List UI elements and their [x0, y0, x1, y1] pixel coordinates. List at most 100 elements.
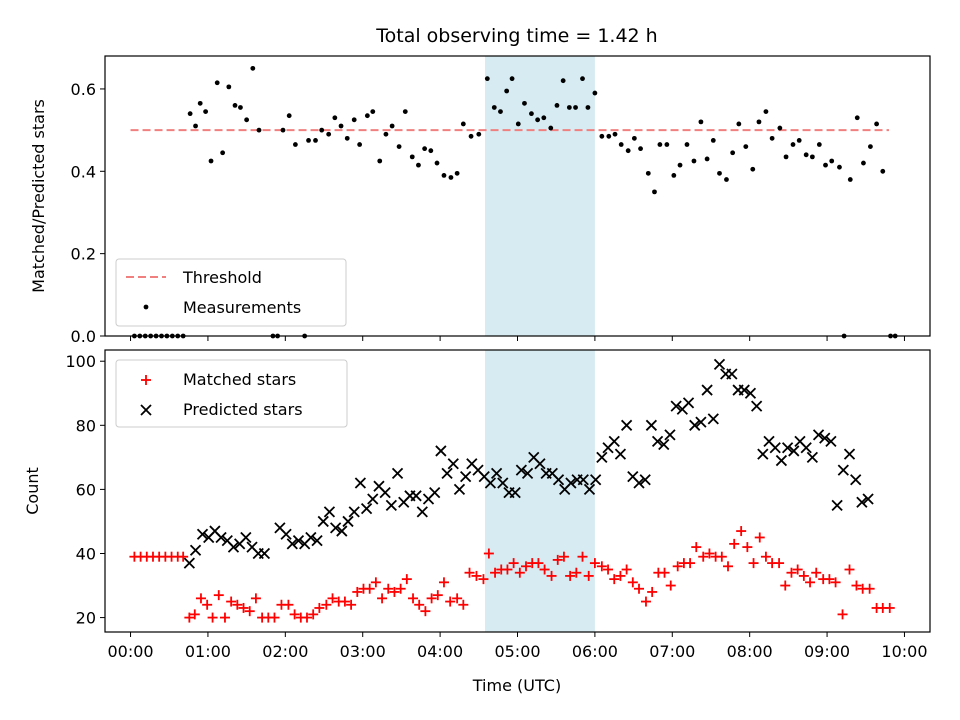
predicted-point	[379, 486, 391, 499]
top-panel: 0.0 0.2 0.4 0.6 Matched/Predicted stars Thr…	[29, 55, 931, 346]
matched-point	[723, 561, 734, 572]
matched-point	[533, 558, 544, 569]
measurement-point	[509, 76, 515, 82]
measurement-point	[868, 144, 873, 149]
predicted-point	[416, 506, 428, 518]
matched-point	[798, 570, 809, 581]
predicted-point	[215, 531, 227, 544]
top-y-tick-label: 0.4	[71, 162, 96, 181]
predicted-point	[590, 474, 602, 486]
measurement-point	[208, 158, 214, 164]
measurement-point	[638, 146, 643, 152]
measurement-point	[326, 131, 332, 137]
measurement-point	[389, 123, 395, 129]
measurement-point	[454, 170, 460, 176]
predicted-point	[435, 445, 447, 457]
predicted-point	[391, 467, 404, 480]
measurement-point	[704, 156, 710, 162]
matched-point	[314, 602, 325, 613]
matched-point	[370, 577, 381, 588]
measurement-point	[541, 115, 547, 121]
measurement-point	[441, 173, 447, 178]
measurement-point	[790, 142, 796, 147]
measurement-point	[491, 105, 497, 110]
measurement-point	[736, 121, 742, 127]
matched-point	[621, 564, 632, 575]
x-tick-label: 10:00	[881, 642, 927, 661]
matched-point	[464, 567, 475, 578]
matched-point	[589, 558, 600, 569]
measurement-point	[763, 109, 769, 114]
legend-matched-label: Matched stars	[183, 370, 296, 389]
measurement-point	[383, 131, 389, 137]
measurement-point	[560, 78, 566, 84]
matched-point	[383, 583, 394, 594]
x-tick-label: 05:00	[494, 642, 540, 661]
measurement-point	[220, 150, 226, 156]
measurement-point	[357, 142, 363, 147]
matched-point	[571, 567, 582, 578]
measurement-point	[554, 103, 560, 108]
measurement-point	[193, 123, 198, 129]
matched-point	[760, 551, 771, 562]
matched-point	[438, 577, 449, 588]
matched-point	[698, 551, 709, 562]
matched-point	[830, 577, 841, 588]
measurement-point	[823, 162, 828, 168]
measurement-point	[585, 105, 591, 110]
predicted-point	[336, 525, 348, 537]
predicted-point	[183, 557, 195, 569]
measurement-point	[612, 131, 618, 137]
matched-point	[884, 602, 895, 613]
matched-point	[395, 583, 406, 594]
measurement-point	[256, 127, 262, 133]
predicted-point	[837, 464, 849, 476]
bottom-legend: Matched stars Predicted stars	[115, 359, 348, 428]
measurement-point	[769, 135, 775, 141]
bottom-y-tick-label: 80	[76, 416, 96, 435]
predicted-point	[447, 458, 459, 470]
measurement-point	[796, 138, 802, 143]
predicted-point	[410, 490, 422, 502]
measurement-point	[515, 121, 521, 127]
x-tick-label: 01:00	[185, 642, 231, 661]
measurement-point	[351, 117, 357, 123]
matched-point	[213, 590, 224, 601]
measurement-point	[717, 170, 722, 176]
measurement-point	[880, 168, 886, 174]
x-tick-label: 03:00	[340, 642, 386, 661]
measurement-point	[803, 152, 809, 158]
measurement-point	[468, 133, 474, 139]
measurement-point	[743, 144, 749, 149]
matched-point	[244, 606, 255, 617]
measurement-point	[535, 117, 541, 123]
measurement-point	[829, 158, 835, 164]
measurement-point	[319, 127, 325, 133]
matched-point	[691, 542, 702, 553]
predicted-point	[682, 397, 695, 409]
measurement-point	[777, 125, 783, 131]
measurement-point	[657, 142, 663, 147]
matched-point	[609, 574, 620, 585]
predicted-point	[460, 470, 472, 483]
legend-predicted-swatch	[140, 404, 152, 416]
matched-point	[207, 612, 218, 623]
predicted-point	[258, 547, 271, 560]
predicted-point	[515, 464, 528, 476]
measurement-point	[783, 154, 789, 160]
matched-point	[226, 596, 237, 607]
matched-point	[539, 564, 550, 575]
measurement-point	[606, 133, 612, 139]
matched-point	[577, 551, 588, 562]
matched-point	[851, 580, 862, 591]
matched-point	[754, 532, 765, 543]
measurement-point	[652, 189, 657, 195]
matched-point	[736, 526, 747, 537]
predicted-point	[608, 435, 620, 447]
matched-point	[269, 612, 280, 623]
measurement-point	[847, 177, 853, 182]
top-y-tick-label: 0.6	[71, 80, 96, 99]
matched-point	[508, 558, 519, 569]
predicted-point	[769, 442, 781, 454]
predicted-point	[323, 506, 336, 518]
